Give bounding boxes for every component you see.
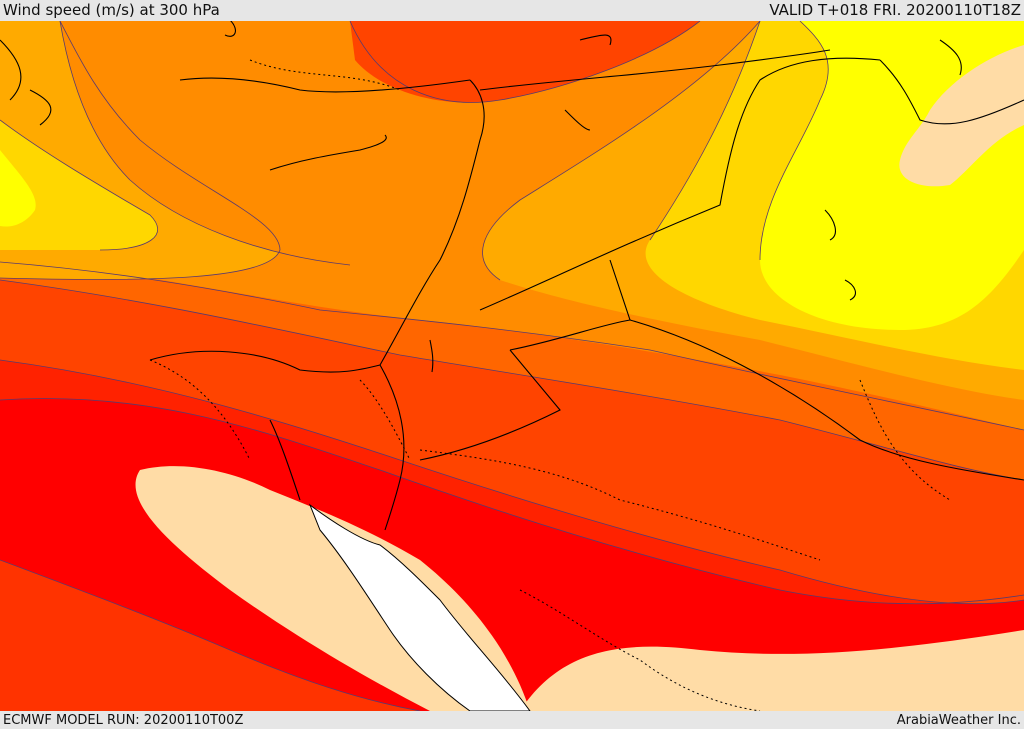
map-title: Wind speed (m/s) at 300 hPa xyxy=(3,1,220,19)
credit: ArabiaWeather Inc. xyxy=(896,712,1021,728)
band-pure-red xyxy=(0,398,1024,711)
band-tan-ne xyxy=(899,45,1024,187)
band-west-yellow xyxy=(0,150,36,227)
band-west-yellow-orange xyxy=(0,120,158,250)
model-run: ECMWF MODEL RUN: 20200110T00Z xyxy=(3,712,244,728)
header-bar: Wind speed (m/s) at 300 hPa VALID T+018 … xyxy=(0,0,1024,20)
coastlines xyxy=(0,21,1024,531)
band-nw-orange xyxy=(60,21,480,267)
band-north-red-orange xyxy=(350,21,700,103)
valid-time: VALID T+018 FRI. 20200110T18Z xyxy=(769,1,1021,19)
red-sea xyxy=(308,503,531,711)
footer-bar: ECMWF MODEL RUN: 20200110T00Z ArabiaWeat… xyxy=(0,711,1024,729)
map-canvas xyxy=(0,21,1024,711)
country-borders xyxy=(149,59,951,711)
wind-speed-map[interactable] xyxy=(0,21,1024,711)
band-red-orange-south xyxy=(0,560,420,711)
band-tan-south xyxy=(520,630,1024,711)
isotachs xyxy=(0,21,1024,711)
